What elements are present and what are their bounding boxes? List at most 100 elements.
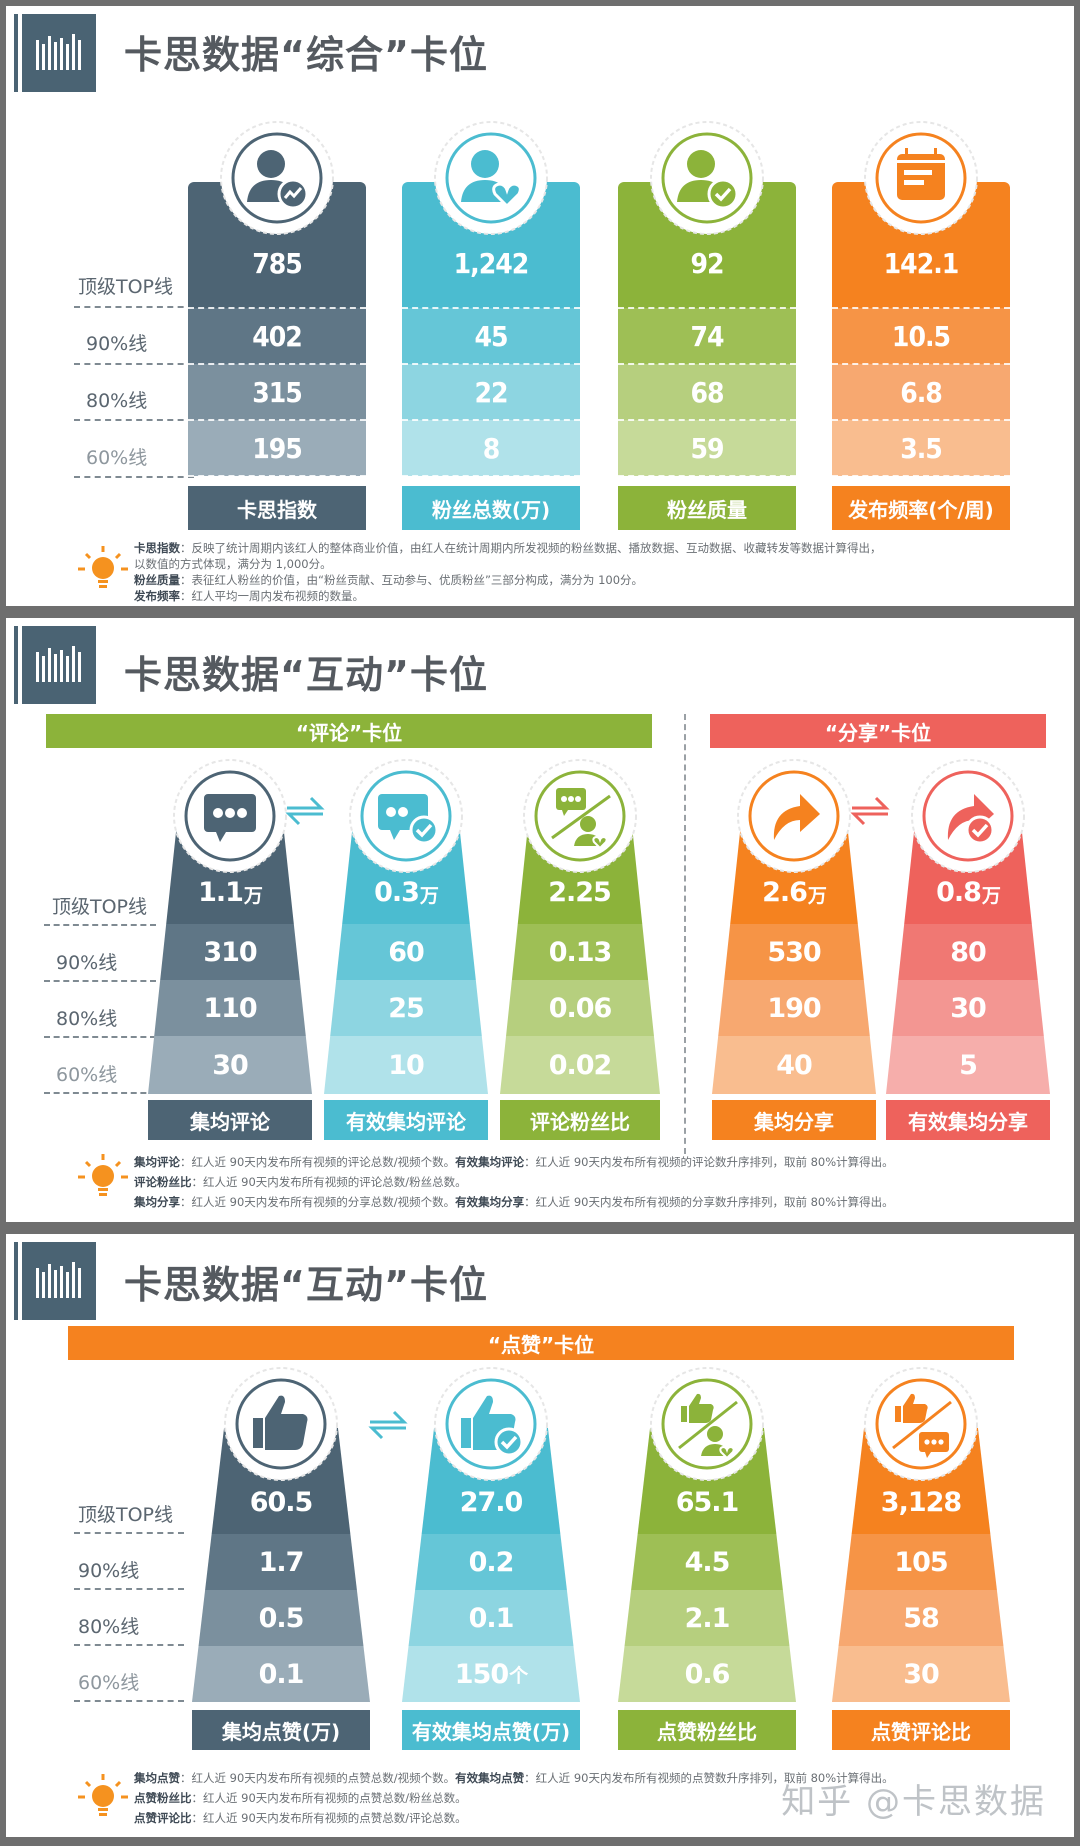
banner-like-ranking: “点赞”卡位 [68, 1326, 1014, 1360]
value-80: 30 [886, 980, 1050, 1036]
column-label-avg-shares: 集均分享 [712, 1100, 876, 1140]
column-label-comment-fan-ratio: 评论粉丝比 [500, 1100, 660, 1140]
value-80: 0.5 [192, 1590, 370, 1646]
divider [44, 1092, 156, 1094]
note-text: ：红人平均一周内发布视频的数量。 [180, 589, 364, 603]
brand-logo [18, 626, 96, 704]
value-90: 4.5 [618, 1534, 796, 1590]
logo-bars-icon [36, 646, 81, 682]
value-90: 60 [324, 924, 488, 980]
row-label-top: 顶级TOP线 [78, 1504, 174, 1526]
note-term: 卡思指数 [134, 541, 180, 555]
divider [74, 419, 194, 421]
column-label-kasi-index: 卡思指数 [188, 486, 366, 530]
column-label-effective-avg-shares: 有效集均分享 [886, 1100, 1050, 1140]
value-80: 2.1 [618, 1590, 796, 1646]
row-label-top: 顶级TOP线 [52, 896, 148, 918]
note-term: 粉丝质量 [134, 573, 180, 587]
divider [74, 363, 194, 365]
column-label-like-fan-ratio: 点赞粉丝比 [618, 1710, 796, 1750]
column-label-fan-quality: 粉丝质量 [618, 486, 796, 530]
column-label-total-fans: 粉丝总数(万) [402, 486, 580, 530]
brand-logo [18, 1242, 96, 1320]
value-60: 30 [832, 1646, 1010, 1702]
swap-arrows-icon [366, 1408, 410, 1442]
page-title: 卡思数据“互动”卡位 [124, 1263, 488, 1307]
note-text: ：反映了统计周期内该红人的整体商业价值，由红人在统计周期内所发视频的粉丝数据、播… [180, 541, 882, 555]
comment-fan-ratio-icon [522, 758, 638, 874]
definitions-note: 集均点赞：红人近 90天内发布所有视频的点赞总数/视频个数。有效集均点赞：红人近… [134, 1771, 894, 1825]
row-label-90: 90%线 [56, 952, 118, 974]
value-90: 402 [188, 308, 366, 364]
value-80: 22 [402, 364, 580, 420]
thumbs-up-check-icon [433, 1366, 549, 1482]
divider [74, 1588, 184, 1590]
divider [44, 924, 156, 926]
value-90: 530 [712, 924, 876, 980]
zhihu-watermark: 知乎 @卡思数据 [781, 1782, 1046, 1822]
swap-arrows-icon [848, 794, 892, 828]
user-growth-icon [219, 120, 335, 236]
value-60: 0.02 [500, 1036, 660, 1094]
note-term: 发布频率 [134, 589, 180, 603]
share-check-icon [910, 758, 1026, 874]
value-80: 6.8 [832, 364, 1010, 420]
value-90: 105 [832, 1534, 1010, 1590]
comment-icon [172, 758, 288, 874]
row-label-90: 90%线 [86, 333, 148, 355]
value-60: 59 [618, 420, 796, 476]
value-80: 0.06 [500, 980, 660, 1036]
section-divider [684, 714, 686, 1154]
definitions-note: 集均评论：红人近 90天内发布所有视频的评论总数/视频个数。有效集均评论：红人近… [134, 1155, 894, 1209]
banner-share-ranking: “分享”卡位 [710, 714, 1046, 748]
value-60: 40 [712, 1036, 876, 1094]
value-90: 0.2 [402, 1534, 580, 1590]
lightbulb-icon [76, 1770, 130, 1824]
comment-check-icon [348, 758, 464, 874]
metric-column-kasi-index: 785 402 315 195 [188, 182, 366, 480]
value-90: 0.13 [500, 924, 660, 980]
thumbs-up-icon [223, 1366, 339, 1482]
value-80: 58 [832, 1590, 1010, 1646]
logo-bars-icon [36, 1262, 81, 1298]
lightbulb-icon [76, 1150, 130, 1204]
banner-comment-ranking: “评论”卡位 [46, 714, 652, 748]
user-check-icon [649, 120, 765, 236]
user-heart-icon [433, 120, 549, 236]
column-label-avg-likes: 集均点赞(万) [192, 1710, 370, 1750]
value-60: 150 个 [402, 1646, 580, 1702]
like-fan-ratio-icon [649, 1366, 765, 1482]
value-90: 80 [886, 924, 1050, 980]
definitions-note: 卡思指数：反映了统计周期内该红人的整体商业价值，由红人在统计周期内所发视频的粉丝… [134, 540, 1034, 604]
row-label-80: 80%线 [78, 1616, 140, 1638]
value-90: 1.7 [192, 1534, 370, 1590]
row-label-top: 顶级TOP线 [78, 276, 174, 298]
divider [74, 476, 194, 478]
value-60: 0.6 [618, 1646, 796, 1702]
row-label-60: 60%线 [56, 1064, 118, 1086]
logo-bars-icon [36, 34, 81, 70]
value-60: 10 [324, 1036, 488, 1094]
value-90: 10.5 [832, 308, 1010, 364]
note-text: 以数值的方式体现，满分为 1,000分。 [134, 557, 332, 571]
like-comment-ratio-icon [863, 1366, 979, 1482]
value-80: 68 [618, 364, 796, 420]
row-label-80: 80%线 [56, 1008, 118, 1030]
column-label-avg-comments: 集均评论 [148, 1100, 312, 1140]
value-80: 25 [324, 980, 488, 1036]
divider [74, 1700, 184, 1702]
divider [74, 1532, 184, 1534]
value-60: 8 [402, 420, 580, 476]
column-label-post-frequency: 发布频率(个/周) [832, 486, 1010, 530]
column-label-like-comment-ratio: 点赞评论比 [832, 1710, 1010, 1750]
divider [74, 1644, 184, 1646]
column-label-effective-avg-comments: 有效集均评论 [324, 1100, 488, 1140]
page-title: 卡思数据“互动”卡位 [124, 653, 488, 697]
row-label-90: 90%线 [78, 1560, 140, 1582]
value-60: 195 [188, 420, 366, 476]
value-80: 315 [188, 364, 366, 420]
divider [44, 980, 156, 982]
panel-interaction-comment-share: 卡思数据“互动”卡位 “评论”卡位 “分享”卡位 顶级TOP线 90%线 80%… [6, 618, 1074, 1222]
value-80: 110 [148, 980, 312, 1036]
value-60: 0.1 [192, 1646, 370, 1702]
